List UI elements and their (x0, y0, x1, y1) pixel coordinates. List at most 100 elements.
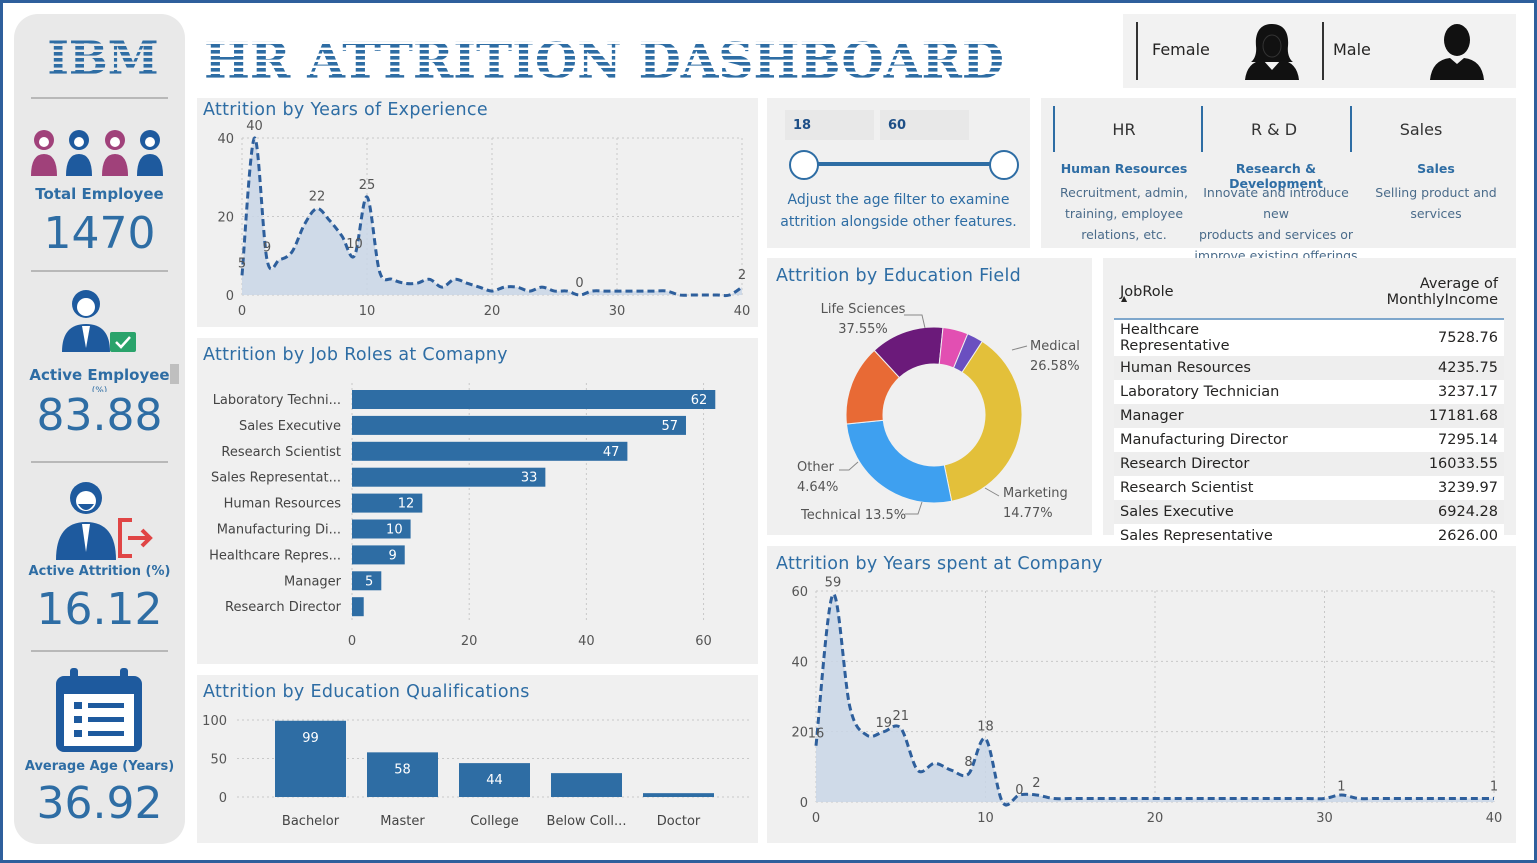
dept-hr-desc: Recruitment, admin, training, employee rel… (1049, 182, 1199, 245)
leader-line (839, 462, 858, 470)
table-row[interactable]: Human Resources 4235.75 (1114, 356, 1504, 380)
table-cell-income: 16033.55 (1308, 452, 1504, 476)
table-cell-income: 4235.75 (1308, 356, 1504, 380)
category-label: Master (380, 814, 425, 829)
slice-percent: 37.55% (838, 322, 888, 337)
table-cell-jobrole: Research Scientist (1114, 476, 1308, 500)
x-tick-label: 20 (1147, 811, 1164, 826)
table-row[interactable]: Manager 17181.68 (1114, 404, 1504, 428)
age-slider-track[interactable] (804, 162, 1004, 166)
edufield-chart-panel: Attrition by Education Field Life Scienc… (767, 258, 1092, 535)
yearsatcompany-chart-panel: Attrition by Years spent at Company 0 20 4… (767, 546, 1516, 843)
x-tick-label: 30 (1316, 811, 1333, 826)
x-tick-label: 10 (977, 811, 994, 826)
experience-chart-panel: Attrition by Years of Experience 0 20 40 0 1… (197, 98, 758, 327)
separator (31, 650, 168, 652)
departments-panel: HR Human Resources Recruitment, admin, tr… (1041, 98, 1516, 248)
table-row[interactable]: Manufacturing Director 7295.14 (1114, 428, 1504, 452)
data-label: 21 (892, 709, 909, 724)
data-label: 9 (263, 241, 271, 256)
y-tick-label: 40 (217, 132, 234, 147)
y-tick-label: 0 (800, 796, 808, 811)
x-tick-label: 20 (461, 634, 478, 649)
table-row[interactable]: Sales Representative 2626.00 (1114, 524, 1504, 548)
table-cell-jobrole: Healthcare Representative (1114, 319, 1308, 356)
education-chart-panel: Attrition by Education Qualifications 05… (197, 675, 758, 843)
bar-value-label: 58 (394, 762, 411, 777)
scroll-thumb[interactable] (170, 364, 179, 384)
table-cell-income: 7528.76 (1308, 319, 1504, 356)
slice-percent: 4.64% (797, 480, 838, 495)
table-cell-income: 2626.00 (1308, 524, 1504, 548)
table-cell-jobrole: Laboratory Technician (1114, 380, 1308, 404)
dept-sales-name: Sales (1361, 161, 1511, 176)
table-cell-jobrole: Research Director (1114, 452, 1308, 476)
age-filter-caption-1: Adjust the age filter to examine (767, 192, 1030, 208)
separator (31, 270, 168, 272)
male-icon[interactable] (1428, 20, 1486, 80)
data-label: 8 (964, 755, 972, 770)
age-slider-max-handle[interactable] (989, 150, 1019, 180)
experience-chart[interactable]: 0 20 40 0 10 20 30 40 5 40 9 22 10 25 0 2 (197, 98, 758, 327)
category-label: Research Director (225, 600, 342, 615)
edufield-chart[interactable]: Life Sciences 37.55% Medical 26.58% Marketin… (767, 258, 1092, 535)
age-slider-min-handle[interactable] (789, 150, 819, 180)
bar-value-label: 99 (302, 731, 319, 746)
y-tick-label: 60 (791, 585, 808, 600)
bar (352, 442, 627, 461)
x-tick-label: 40 (578, 634, 595, 649)
gender-filter: Female Male (1123, 14, 1516, 88)
data-label: 10 (346, 237, 363, 252)
slice-label: Medical (1030, 339, 1080, 354)
total-employee-value: 1470 (14, 208, 185, 259)
y-tick-label: 20 (791, 726, 808, 741)
female-label[interactable]: Female (1152, 40, 1210, 59)
x-tick-label: 40 (734, 304, 751, 319)
area-fill (816, 594, 1494, 805)
category-label: Manager (284, 574, 342, 589)
sort-arrow-icon[interactable]: ▲ (1121, 294, 1127, 303)
data-label: 18 (977, 720, 994, 735)
age-min-input[interactable]: 18 (785, 110, 874, 140)
x-tick-label: 0 (348, 634, 356, 649)
active-employee-icon (58, 288, 140, 354)
table-header-jobrole[interactable]: JobRole ▲ (1114, 270, 1308, 319)
table-cell-income: 3239.97 (1308, 476, 1504, 500)
x-tick-label: 60 (695, 634, 712, 649)
age-filter-caption-2: attrition alongside other features. (767, 214, 1030, 230)
data-label: 25 (359, 178, 376, 193)
table-row[interactable]: Healthcare Representative 7528.76 (1114, 319, 1504, 356)
table-cell-jobrole: Sales Representative (1114, 524, 1308, 548)
dept-sales-code: Sales (1346, 120, 1496, 139)
dashboard-title-text: HR ATTRITION DASHBOARD (204, 31, 1004, 86)
x-tick-label: 10 (359, 304, 376, 319)
data-label: 0 (1015, 783, 1023, 798)
category-label: Bachelor (282, 814, 340, 829)
female-icon[interactable] (1243, 20, 1301, 80)
category-label: Laboratory Techni... (213, 393, 341, 408)
category-label: Sales Executive (239, 419, 341, 434)
leader-line (905, 502, 922, 514)
table-row[interactable]: Research Director 16033.55 (1114, 452, 1504, 476)
table-header-income[interactable]: Average of MonthlyIncome (1308, 270, 1504, 319)
table-row[interactable]: Research Scientist 3239.97 (1114, 476, 1504, 500)
active-attrition-label: Active Attrition (%) (14, 564, 185, 579)
data-label: 5 (238, 256, 246, 271)
active-attrition-value: 16.12 (14, 584, 185, 635)
ibm-logo-text: IBM (48, 34, 158, 82)
employees-icon (29, 126, 171, 178)
average-age-label: Average Age (Years) (14, 759, 185, 774)
category-label: Human Resources (224, 497, 342, 512)
y-tick-label: 20 (217, 211, 234, 226)
x-tick-label: 30 (609, 304, 626, 319)
table-row[interactable]: Laboratory Technician 3237.17 (1114, 380, 1504, 404)
age-max-input[interactable]: 60 (880, 110, 969, 140)
ibm-logo: IBM (48, 34, 158, 82)
male-label[interactable]: Male (1333, 40, 1371, 59)
age-filter-panel: 18 60 Adjust the age filter to examine a… (767, 98, 1030, 248)
table-row[interactable]: Sales Executive 6924.28 (1114, 500, 1504, 524)
bar (352, 545, 405, 564)
education-chart[interactable]: 0 50 100 Bachelor 99 Master 58 College 44 Below C… (197, 675, 758, 843)
jobroles-chart[interactable]: 0 20 40 60 Laboratory Techni... 62 Sales Execu… (197, 338, 758, 664)
